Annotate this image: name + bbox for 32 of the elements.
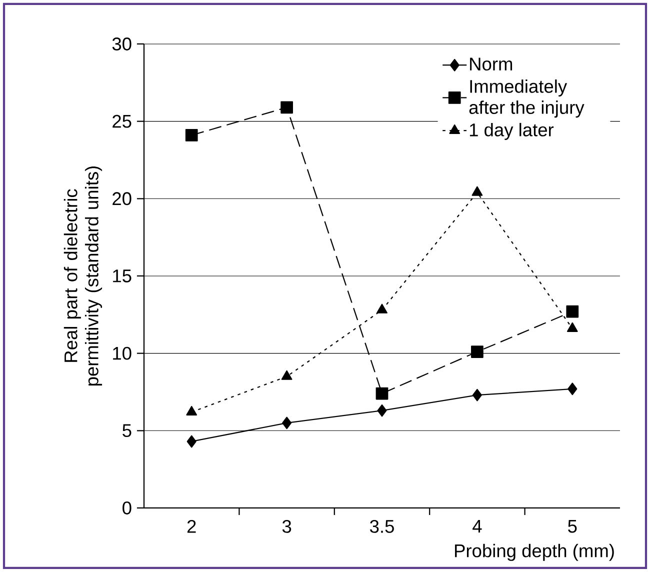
legend-label: Immediately after the injury <box>469 79 584 118</box>
x-tick-label: 3 <box>282 520 292 533</box>
legend-label: Norm <box>470 58 512 71</box>
x-tick-label: 2 <box>187 520 196 533</box>
y-tick-label: 0 <box>122 502 132 514</box>
point <box>566 322 578 332</box>
x-tick-label: 4 <box>472 520 482 533</box>
point <box>472 186 483 196</box>
point <box>280 101 293 114</box>
y-tick-label: 20 <box>112 192 132 206</box>
y-tick-label: 5 <box>122 424 132 438</box>
y-tick-label: 25 <box>112 114 132 128</box>
point <box>185 129 198 142</box>
point <box>568 382 578 396</box>
x-tick-label: 5 <box>568 520 577 533</box>
point <box>282 416 292 430</box>
y-tick-label: 30 <box>112 38 132 50</box>
x-tick-label: 3.5 <box>370 520 394 533</box>
point <box>186 435 196 448</box>
y-axis-title: Real part of dielectric permittivity (standard units) <box>64 166 102 386</box>
point <box>471 346 484 358</box>
y-tick-label: 15 <box>113 270 132 282</box>
point <box>376 304 388 314</box>
point <box>472 388 482 402</box>
legend-label: 1 day later <box>470 122 554 140</box>
x-axis-title: Probing depth (mm) <box>455 544 614 561</box>
point <box>281 370 292 380</box>
y-tick-label: 10 <box>113 346 132 360</box>
point <box>566 305 579 318</box>
point <box>377 404 387 417</box>
point <box>186 406 198 416</box>
point <box>376 387 388 400</box>
